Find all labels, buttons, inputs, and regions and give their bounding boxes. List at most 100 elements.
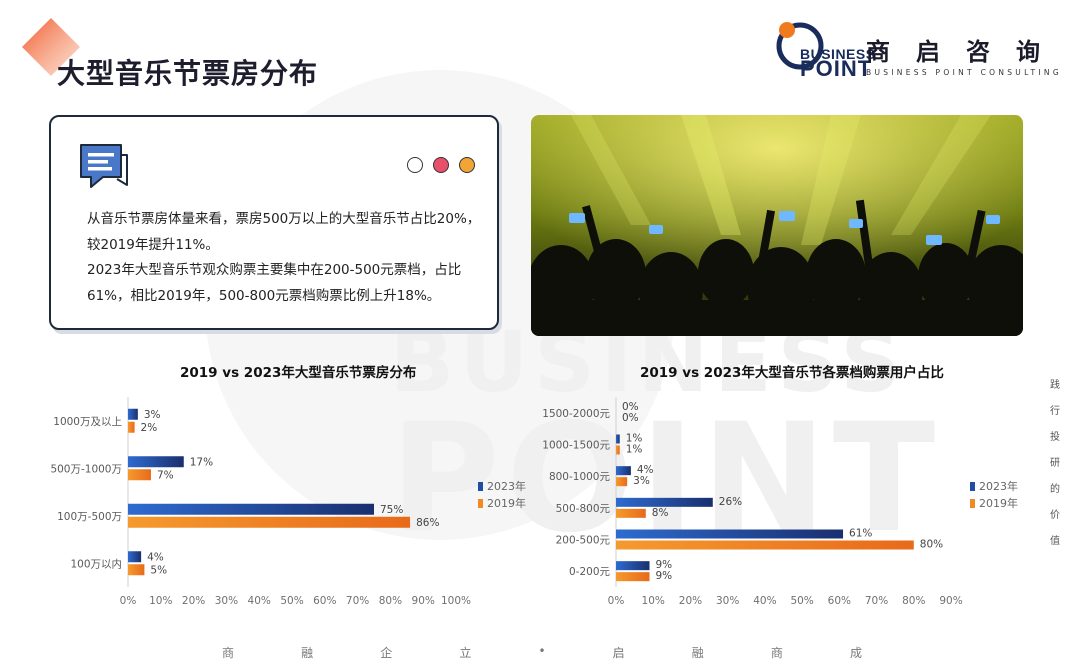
bar-2023 [128, 408, 138, 420]
bar-2023 [616, 466, 631, 476]
footer-char: 立 [459, 646, 472, 660]
x-tick-label: 50% [280, 595, 303, 607]
data-label: 3% [633, 475, 650, 487]
data-label: 4% [147, 551, 164, 563]
bar-2023 [128, 551, 142, 563]
bar-2023 [616, 434, 620, 444]
logo-mark-icon [776, 22, 824, 70]
chart2-title: 2019 vs 2023年大型音乐节各票档购票用户占比 [640, 365, 944, 381]
bar-2019 [616, 445, 620, 455]
side-char: 行 [1050, 406, 1060, 417]
x-tick-label: 20% [182, 595, 205, 607]
data-label: 4% [637, 464, 654, 476]
x-tick-label: 80% [379, 595, 402, 607]
data-label: 9% [656, 559, 673, 571]
concert-photo [531, 115, 1023, 336]
x-tick-label: 20% [679, 595, 702, 607]
summary-paragraph-1: 从音乐节票房体量来看，票房500万以上的大型音乐节占比20%，较2019年提升1… [87, 211, 481, 253]
legend-swatch [478, 482, 483, 491]
category-label: 1000-1500元 [542, 440, 610, 452]
dot-orange [459, 157, 475, 173]
logo-chinese-name: 商启咨询 [866, 38, 1066, 66]
footer-char: • [538, 644, 546, 658]
category-label: 0-200元 [569, 566, 611, 578]
footer-char: 启 [612, 646, 625, 660]
bar-2023 [616, 529, 844, 539]
x-tick-label: 30% [215, 595, 238, 607]
data-label: 17% [190, 456, 213, 468]
x-tick-label: 60% [828, 595, 851, 607]
legend-label: 2019年 [979, 496, 1018, 510]
data-label: 5% [150, 564, 167, 576]
x-tick-label: 30% [716, 595, 739, 607]
legend-label: 2023年 [487, 479, 526, 493]
bar-2019 [128, 516, 411, 528]
page-title: 大型音乐节票房分布 [57, 57, 319, 90]
legend-swatch [970, 482, 975, 491]
x-tick-label: 10% [149, 595, 172, 607]
bar-2023 [616, 561, 650, 571]
bar-2023 [128, 456, 184, 468]
footer-char: 商 [770, 646, 783, 660]
x-tick-label: 0% [608, 595, 625, 607]
corner-decoration [22, 18, 80, 76]
dot-white [407, 157, 423, 173]
x-tick-label: 0% [120, 595, 137, 607]
watermark-line2: POINT [390, 392, 942, 566]
bar-2023 [128, 503, 374, 515]
summary-paragraph-2: 2023年大型音乐节观众购票主要集中在200-500元票档，占比61%，相比20… [87, 262, 462, 304]
side-char: 值 [1050, 536, 1060, 547]
data-label: 2% [141, 422, 158, 434]
bar-2019 [128, 421, 135, 433]
logo-english-name: BUSINESS POINT CONSULTING [866, 68, 1062, 77]
x-tick-label: 60% [313, 595, 336, 607]
data-label: 0% [622, 412, 639, 424]
bar-2019 [128, 469, 151, 481]
footer-char: 成 [849, 646, 862, 660]
category-label: 500-800元 [556, 503, 611, 515]
footer-char: 融 [301, 646, 314, 660]
logo-business-text: BUSINESS [800, 46, 876, 62]
category-label: 100万以内 [70, 557, 122, 570]
legend-swatch [970, 499, 975, 508]
x-tick-label: 90% [412, 595, 435, 607]
data-label: 8% [652, 507, 669, 519]
bar-2019 [128, 564, 145, 576]
summary-card: 从音乐节票房体量来看，票房500万以上的大型音乐节占比20%，较2019年提升1… [49, 115, 499, 330]
side-char: 研 [1050, 458, 1060, 469]
category-label: 800-1000元 [549, 471, 611, 483]
footer-char: 融 [691, 646, 704, 660]
data-label: 75% [380, 504, 403, 516]
logo-point-text: POINT [800, 56, 873, 81]
data-label: 7% [157, 469, 174, 481]
category-label: 500万-1000万 [50, 463, 122, 475]
bar-2019 [616, 508, 646, 518]
bar-2019 [616, 540, 914, 550]
data-label: 80% [920, 539, 943, 551]
x-tick-label: 90% [939, 595, 962, 607]
legend-swatch [478, 499, 483, 508]
category-label: 100万-500万 [57, 511, 122, 523]
bar-2019 [616, 572, 650, 582]
x-tick-label: 80% [902, 595, 925, 607]
chart1-bar-chart: 0% 10% 20% 30% 40% 50% 60% 70% 80% 90% 100% 1000万及以… [50, 397, 526, 607]
chat-bubble-icon [80, 144, 128, 188]
footer-motto: 商 融 企 立 • 启 融 商 成 [222, 644, 862, 661]
side-char: 践 [1050, 380, 1060, 391]
side-vertical-text: 践行投研的价值 [1048, 373, 1062, 555]
footer-char: 商 [222, 646, 235, 660]
summary-text: 从音乐节票房体量来看，票房500万以上的大型音乐节占比20%，较2019年提升1… [87, 207, 487, 309]
dot-red [433, 157, 449, 173]
window-dots [407, 157, 475, 173]
x-tick-label: 40% [753, 595, 776, 607]
category-label: 1500-2000元 [542, 408, 610, 420]
bar-2023 [616, 497, 713, 507]
data-label: 26% [719, 496, 742, 508]
data-label: 61% [849, 528, 872, 540]
side-char: 投 [1050, 432, 1060, 443]
x-tick-label: 40% [248, 595, 271, 607]
company-logo: BUSINESS POINT 商启咨询 BUSINESS POINT CONSU… [776, 18, 1066, 82]
data-label: 1% [626, 444, 643, 456]
legend-label: 2023年 [979, 479, 1018, 493]
data-label: 1% [626, 433, 643, 445]
